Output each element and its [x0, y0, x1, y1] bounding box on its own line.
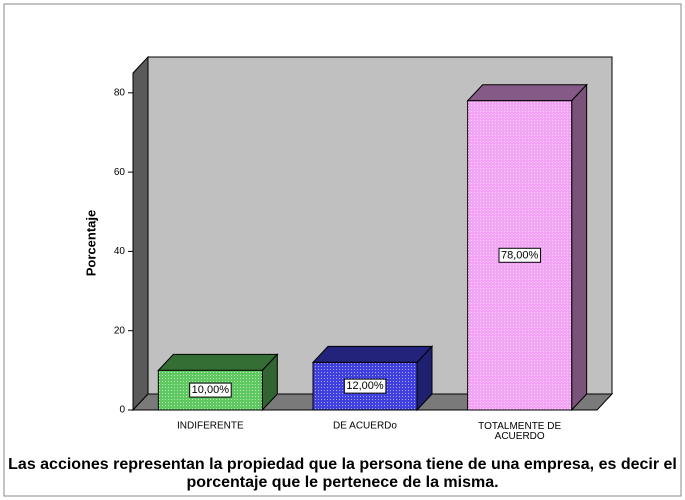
- y-tick-label: 80: [114, 87, 126, 98]
- y-tick-label: 20: [114, 325, 126, 336]
- value-label-box: [498, 247, 542, 263]
- y-axis-label: Porcentaje: [83, 210, 98, 276]
- y-tick-label: 40: [114, 246, 126, 257]
- y-tick-label: 0: [119, 405, 125, 416]
- left-wall: [132, 55, 149, 412]
- bar: [466, 83, 588, 412]
- value-label: 10,00%: [192, 384, 230, 396]
- y-tick-label: 60: [114, 167, 126, 178]
- value-label: 12,00%: [346, 380, 384, 392]
- bar: [311, 345, 434, 412]
- x-tick-label: DE ACUERDo: [333, 421, 397, 432]
- chart-title: Las acciones representan la propiedad qu…: [8, 456, 677, 491]
- value-label-box: [343, 378, 387, 394]
- value-label-box: [189, 382, 232, 398]
- bar-side: [571, 83, 588, 412]
- bar-top: [466, 84, 588, 102]
- value-label: 78,00%: [501, 249, 539, 261]
- bar-top: [157, 353, 279, 371]
- bar: [157, 353, 279, 412]
- x-tick-label: TOTALMENTE DE ACUERDO: [478, 421, 561, 442]
- bar-top: [311, 345, 434, 363]
- frame: [3, 3, 682, 497]
- x-tick-label: INDIFERENTE: [177, 421, 244, 432]
